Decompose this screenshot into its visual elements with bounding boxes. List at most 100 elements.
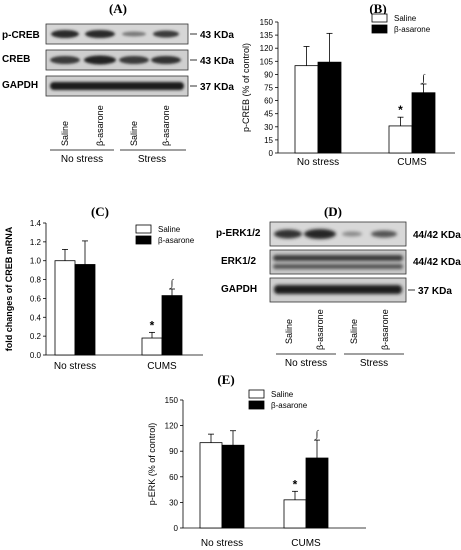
blot-d-perk: [269, 221, 407, 247]
blot-a-lane-3: Saline: [129, 121, 139, 146]
blot-d-lane-4: β-asarone: [380, 309, 390, 350]
chart-c-legend-label: β-asarone: [158, 236, 195, 245]
panel-d: (D) p-ERK1/2 ERK1/2 GAPDH: [216, 204, 461, 369]
blot-a-kda-gapdh: 37 KDa: [200, 82, 234, 93]
blot-a-row-label-pcreb: p-CREB: [2, 30, 40, 41]
blot-d-row-label-gapdh: GAPDH: [221, 284, 257, 295]
blot-a-group-1: No stress: [61, 154, 103, 165]
blot-d-kda-gapdh: 37 KDa: [418, 286, 452, 297]
chart-e-legend-label: Saline: [271, 390, 294, 399]
panel-d-label: (D): [324, 204, 342, 219]
chart-b: 0 15 30 45 60 75 90 105 120 135 150 p-CREB (% of co…: [241, 13, 455, 168]
chart-e: 0 30 60 90 120 150 p-ERK (% of control) No stre…: [147, 389, 366, 549]
chart-c-bar: [74, 264, 96, 356]
chart-e-category-label: No stress: [201, 538, 243, 549]
chart-e-ylabel: p-ERK (% of control): [147, 423, 157, 506]
chart-c-annotation: ∫: [170, 278, 175, 289]
chart-b-ytick-label: 0: [269, 149, 274, 158]
blot-d-group-1: No stress: [285, 358, 327, 369]
chart-c-ytick-label: 0.8: [30, 276, 42, 285]
chart-c-category-label: CUMS: [147, 361, 177, 372]
chart-b-bar: [317, 61, 342, 154]
chart-e-category-label: CUMS: [291, 538, 321, 549]
chart-b-ytick-label: 45: [264, 110, 273, 119]
chart-c-legend-label: Saline: [158, 225, 181, 234]
chart-c-ytick-label: 0.0: [30, 351, 42, 360]
chart-e-ytick-label: 120: [165, 422, 179, 431]
chart-b-ytick-label: 90: [264, 70, 273, 79]
chart-e-bar: [283, 499, 307, 529]
chart-b-legend-swatch: [371, 13, 388, 23]
chart-b-ytick-label: 135: [260, 31, 274, 40]
blot-a-row-label-creb: CREB: [2, 54, 30, 65]
panel-e: (E) 0 30 60 90 120 150 p-ERK (% of control) No …: [147, 372, 366, 549]
chart-c-annotation: *: [150, 318, 155, 332]
blot-a-gapdh: [45, 75, 189, 97]
chart-c-ytick-label: 0.4: [30, 313, 42, 322]
chart-b-legend-label: Saline: [394, 14, 417, 23]
blot-a-kda-pcreb: 43 KDa: [200, 30, 234, 41]
chart-c-ytick-label: 1.0: [30, 257, 42, 266]
chart-e-annotation: *: [293, 477, 298, 491]
chart-e-ytick-label: 60: [169, 473, 178, 482]
chart-e-bar: [305, 457, 329, 529]
panel-e-label: (E): [217, 372, 234, 387]
chart-e-bar: [199, 442, 223, 529]
blot-d-row-label-erk: ERK1/2: [221, 256, 256, 267]
chart-c-ylabel: fold changes of CREB mRNA: [4, 226, 14, 351]
blot-d-erk: [269, 249, 407, 275]
blot-a-lane-1: Saline: [60, 121, 70, 146]
chart-e-legend-swatch: [248, 389, 265, 399]
chart-b-bar: [388, 125, 413, 154]
chart-c-category-label: No stress: [54, 361, 96, 372]
panel-c: (C) 0.0 0.2 0.4 0.6 0.8 1.0 1.2 1.4 fold changes…: [4, 204, 203, 372]
blot-d-kda-perk: 44/42 KDa: [413, 230, 461, 241]
chart-c-bar: [54, 260, 76, 356]
chart-b-legend-swatch: [371, 24, 388, 34]
blot-d-gapdh: [269, 277, 407, 303]
panel-b: (B) 0 15 30 45 60 75 90 105 120 135 150 p-CREB (% o…: [241, 1, 455, 168]
chart-c-legend-swatch: [135, 224, 152, 234]
chart-c-ytick-label: 1.4: [30, 219, 42, 228]
chart-b-ytick-label: 15: [264, 136, 273, 145]
panel-a-label: (A): [109, 1, 127, 16]
blot-d-lane-1: Saline: [284, 319, 294, 344]
panel-b-label: (B): [369, 1, 386, 16]
panel-c-label: (C): [91, 204, 109, 219]
chart-e-annotation: ∫: [315, 429, 320, 440]
chart-b-ytick-label: 150: [260, 18, 274, 27]
chart-c-ytick-label: 0.6: [30, 294, 42, 303]
chart-b-ylabel: p-CREB (% of control): [241, 43, 251, 132]
blot-a-kda-creb: 43 KDa: [200, 56, 234, 67]
chart-c-ytick-label: 0.2: [30, 332, 42, 341]
chart-e-bar: [221, 444, 245, 529]
chart-b-bar: [411, 92, 436, 154]
chart-c-legend-swatch: [135, 235, 152, 245]
chart-e-ytick-label: 150: [165, 396, 179, 405]
blot-a-lane-2: β-asarone: [95, 105, 105, 146]
chart-c: 0.0 0.2 0.4 0.6 0.8 1.0 1.2 1.4 fold changes of …: [4, 219, 203, 372]
chart-e-legend-label: β-asarone: [271, 401, 308, 410]
chart-c-bar: [161, 295, 183, 356]
chart-c-ytick-label: 1.2: [30, 238, 42, 247]
blot-d-lane-2: β-asarone: [315, 309, 325, 350]
chart-b-legend-label: β-asarone: [394, 25, 431, 34]
chart-b-ytick-label: 30: [264, 123, 273, 132]
chart-b-ytick-label: 105: [260, 57, 274, 66]
chart-b-ytick-label: 120: [260, 44, 274, 53]
chart-b-category-label: CUMS: [397, 157, 427, 168]
blot-a-row-label-gapdh: GAPDH: [2, 80, 38, 91]
chart-b-ytick-label: 60: [264, 97, 273, 106]
chart-e-ytick-label: 90: [169, 447, 178, 456]
chart-b-annotation: ∫: [421, 73, 426, 84]
chart-b-bar: [294, 65, 319, 154]
chart-e-ytick-label: 0: [174, 524, 179, 533]
chart-e-legend-swatch: [248, 400, 265, 410]
chart-b-category-label: No stress: [297, 157, 339, 168]
blot-a-group-2: Stress: [138, 154, 166, 165]
blot-d-kda-erk: 44/42 KDa: [413, 257, 461, 268]
panel-a: (A) p-CREB CREB GAPDH: [2, 1, 234, 165]
blot-a-lane-4: β-asarone: [161, 105, 171, 146]
blot-a-creb: [45, 49, 189, 71]
